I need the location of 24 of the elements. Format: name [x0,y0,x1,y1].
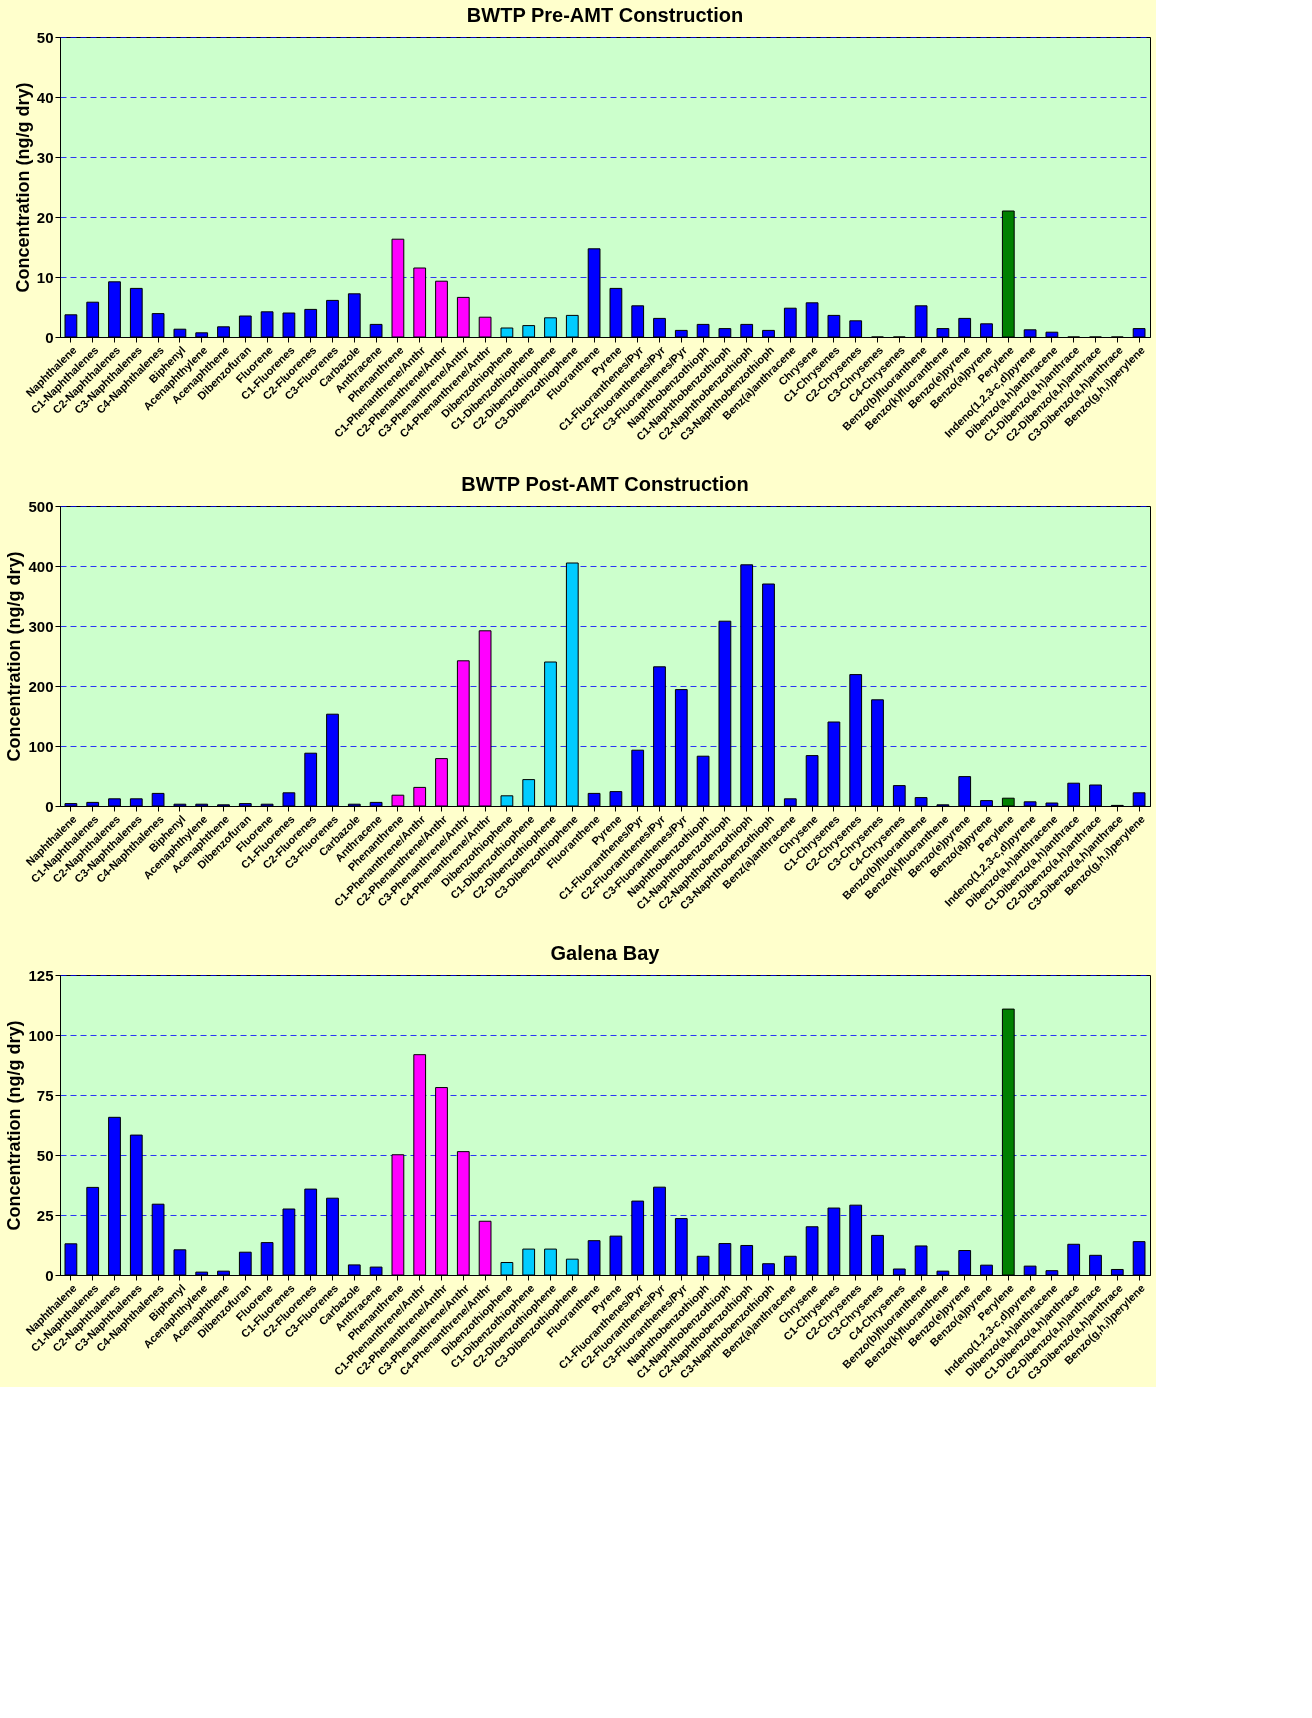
y-tick-label: 0 [45,1266,54,1284]
y-tick-label: 400 [28,557,54,575]
chart-title: BWTP Post-AMT Construction [461,473,749,495]
chart-title: BWTP Pre-AMT Construction [466,4,744,26]
y-tick-label: 50 [36,1146,54,1164]
y-tick-label: 30 [36,148,54,166]
y-tick-label: 0 [45,328,54,346]
y-tick-label: 500 [28,497,54,515]
y-tick-label: 300 [28,617,54,635]
y-tick-label: 100 [28,1026,54,1044]
y-tick-label: 40 [36,88,54,106]
y-axis-title: Concentration (ng/g dry) [4,1020,25,1231]
y-tick-label: 125 [28,966,54,984]
y-axis-title: Concentration (ng/g dry) [12,82,33,293]
y-tick-label: 20 [36,208,54,226]
y-tick-label: 0 [45,797,54,815]
y-tick-label: 50 [36,28,54,46]
y-tick-label: 100 [28,737,54,755]
y-tick-label: 10 [36,268,54,286]
y-tick-label: 25 [36,1206,54,1224]
y-tick-label: 75 [36,1086,54,1104]
y-axis-title: Concentration (ng/g dry) [4,551,25,762]
y-tick-label: 200 [28,677,54,695]
chart-title: Galena Bay [550,942,661,964]
